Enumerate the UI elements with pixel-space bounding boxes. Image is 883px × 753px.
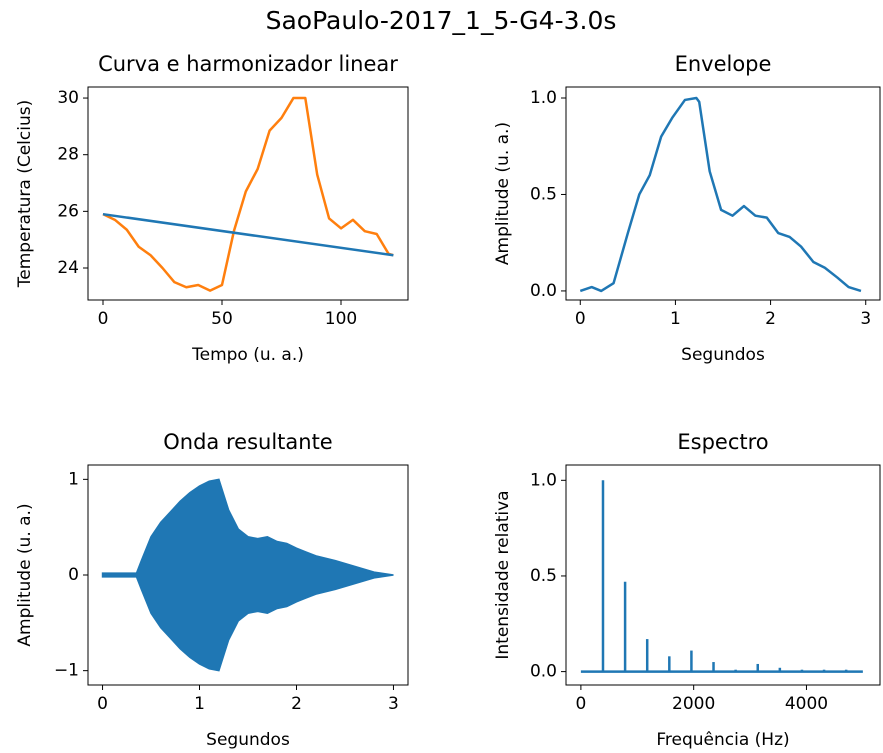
x-tick-label: 3 [388, 694, 399, 714]
line [102, 96, 394, 292]
x-tick-label: 1 [670, 309, 681, 329]
y-tick-label: 24 [57, 258, 79, 278]
y-tick-label: 0 [68, 565, 79, 585]
x-tick-label: 0 [575, 694, 586, 714]
y-tick-label: 26 [57, 201, 79, 221]
axes-frame [87, 86, 409, 301]
x-tick-label: 0 [575, 309, 586, 329]
y-tick-label: 1 [68, 469, 79, 489]
y-axis-label: Amplitude (u. a.) [15, 503, 35, 646]
y-tick-label: 28 [57, 145, 79, 165]
x-axis-label: Tempo (u. a.) [191, 345, 304, 365]
axes-title: Onda resultante [163, 430, 332, 454]
line [102, 212, 394, 257]
axes-frame [565, 464, 881, 686]
y-tick-label: 0.5 [530, 566, 557, 586]
y-tick-label: 30 [57, 88, 79, 108]
x-tick-label: 100 [325, 309, 357, 329]
x-tick-label: 0 [98, 309, 109, 329]
y-axis-label: Temperatura (Celcius) [15, 100, 35, 288]
y-axis-label: Amplitude (u. a.) [493, 122, 513, 265]
line [579, 96, 862, 293]
y-tick-label: 0.0 [530, 662, 557, 682]
y-tick-label: 1.0 [530, 88, 557, 108]
x-tick-label: 2000 [672, 694, 715, 714]
x-tick-label: 3 [860, 309, 871, 329]
y-axis-label: Intensidade relativa [493, 490, 513, 659]
axes-title: Envelope [675, 52, 772, 76]
wave-area [101, 478, 394, 672]
y-tick-label: −1 [54, 661, 79, 681]
axes-frame [565, 86, 881, 301]
x-tick-label: 2 [291, 694, 302, 714]
axes-title: Espectro [677, 430, 768, 454]
figure-title: SaoPaulo-2017_1_5-G4-3.0s [266, 6, 617, 35]
x-axis-label: Segundos [681, 345, 765, 365]
x-tick-label: 0 [97, 694, 108, 714]
axes-title: Curva e harmonizador linear [98, 52, 398, 76]
y-tick-label: 0.0 [530, 281, 557, 301]
x-tick-label: 50 [211, 309, 233, 329]
axes-frame [87, 464, 409, 686]
x-axis-label: Frequência (Hz) [656, 730, 789, 750]
x-axis-label: Segundos [206, 730, 290, 750]
y-tick-label: 0.5 [530, 184, 557, 204]
x-tick-label: 2 [765, 309, 776, 329]
y-tick-label: 1.0 [530, 470, 557, 490]
x-tick-label: 1 [194, 694, 205, 714]
x-tick-label: 4000 [785, 694, 828, 714]
